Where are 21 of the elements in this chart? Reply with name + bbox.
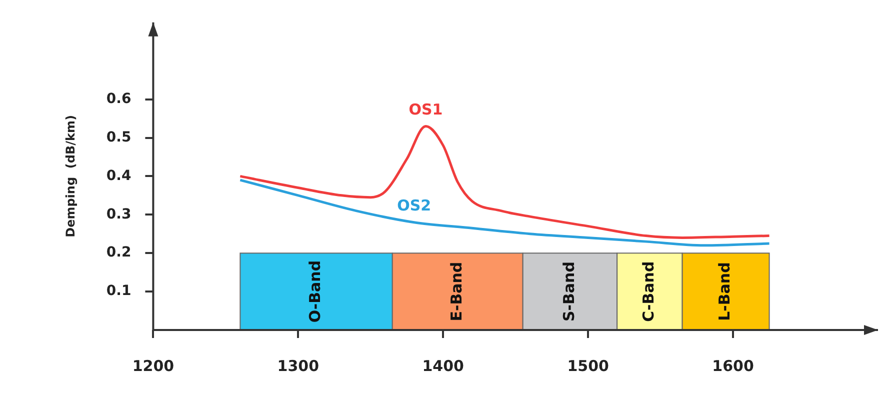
y-axis-title: Demping (dB/km) <box>63 115 78 238</box>
band-label: S-Band <box>560 262 578 322</box>
line-series <box>238 124 771 239</box>
band-label: C-Band <box>640 261 658 322</box>
x-tick-label: 1200 <box>132 356 174 375</box>
x-tick-label: 1600 <box>712 356 754 375</box>
y-tick-label: 0.2 <box>106 244 132 261</box>
series-label: OS2 <box>397 196 432 215</box>
band-label: O-Band <box>306 260 324 323</box>
x-tick-label: 1300 <box>277 356 320 375</box>
y-tick-label: 0.5 <box>106 129 132 146</box>
band-label: E-Band <box>448 262 466 322</box>
x-tick-label: 1500 <box>567 356 609 375</box>
band-label: L-Band <box>716 262 734 321</box>
y-tick-label: 0.3 <box>106 206 132 222</box>
y-tick-label: 0.4 <box>106 168 132 184</box>
y-tick-label: 0.1 <box>106 283 132 300</box>
y-tick-label: 0.6 <box>106 90 132 107</box>
x-tick-label: 1400 <box>422 356 464 375</box>
line-series <box>238 178 771 247</box>
series-label: OS1 <box>408 100 443 119</box>
